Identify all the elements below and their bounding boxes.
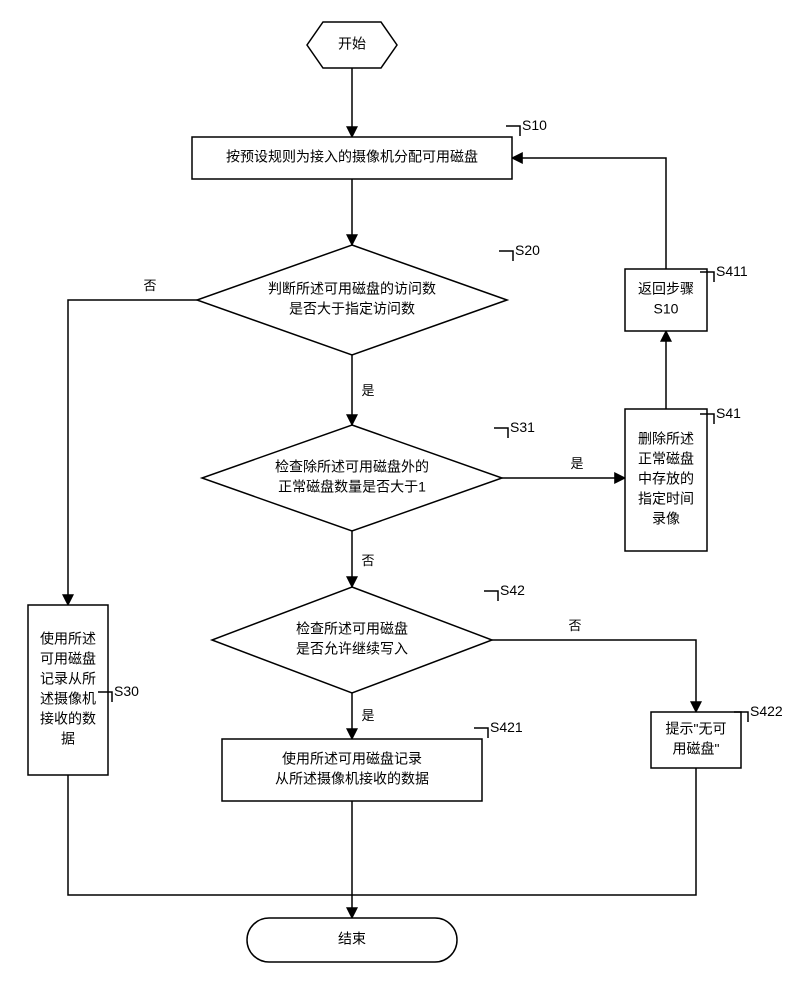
node-s422: 提示"无可用磁盘" S422 — [651, 703, 783, 768]
node-label: 删除所述 — [638, 431, 694, 447]
node-start: 开始 — [307, 22, 397, 68]
flowchart-svg: 是否是否是否开始按预设规则为接入的摄像机分配可用磁盘S10判断所述可用磁盘的访问… — [0, 0, 802, 1000]
node-label: 指定时间 — [638, 491, 694, 507]
step-label-s421: S421 — [490, 719, 523, 735]
node-s30: 使用所述可用磁盘记录从所述摄像机接收的数据 S30 — [28, 605, 139, 775]
node-label: 检查所述可用磁盘 — [296, 621, 408, 637]
edge-label: 是 — [361, 383, 374, 398]
node-s10: 按预设规则为接入的摄像机分配可用磁盘 S10 — [192, 117, 547, 179]
node-label: 中存放的 — [638, 471, 694, 487]
node-label: 使用所述 — [40, 631, 96, 647]
edge-label: 是 — [361, 708, 374, 723]
node-label: 检查除所述可用磁盘外的 — [275, 459, 429, 475]
node-label: 接收的数 — [40, 711, 96, 727]
node-s42: 检查所述可用磁盘是否允许继续写入 S42 — [212, 582, 525, 693]
edge — [68, 300, 197, 605]
node-label: 开始 — [338, 36, 366, 52]
node-label: 是否大于指定访问数 — [289, 301, 415, 317]
node-label: 返回步骤 — [638, 281, 694, 297]
node-s411: 返回步骤 S10 S411 — [625, 263, 748, 331]
node-label: 正常磁盘 — [638, 451, 694, 467]
node-label: 记录从所 — [40, 671, 96, 687]
node-label: 据 — [61, 731, 75, 747]
node-label: 正常磁盘数量是否大于1 — [278, 479, 426, 495]
node-s20: 判断所述可用磁盘的访问数是否大于指定访问数 S20 — [197, 242, 540, 355]
node-label: S10 — [654, 301, 679, 317]
node-label: 按预设规则为接入的摄像机分配可用磁盘 — [226, 149, 478, 165]
nodes: 开始按预设规则为接入的摄像机分配可用磁盘 S10 判断所述可用磁盘的访问数是否大于指… — [28, 22, 783, 962]
edge-label: 否 — [143, 278, 156, 293]
step-label-s20: S20 — [515, 242, 540, 258]
node-label: 用磁盘" — [673, 741, 720, 757]
node-label: 述摄像机 — [40, 691, 96, 707]
edge-label: 否 — [568, 618, 581, 633]
edge-label: 是 — [570, 456, 583, 471]
step-label-s422: S422 — [750, 703, 783, 719]
step-label-s411: S411 — [716, 263, 748, 279]
node-label: 从所述摄像机接收的数据 — [275, 771, 429, 787]
node-label: 结束 — [338, 931, 366, 947]
step-label-s31: S31 — [510, 419, 535, 435]
step-label-s10: S10 — [522, 117, 547, 133]
node-label: 是否允许继续写入 — [296, 641, 408, 657]
node-s421: 使用所述可用磁盘记录从所述摄像机接收的数据 S421 — [222, 719, 523, 801]
node-label: 可用磁盘 — [40, 651, 96, 667]
edge — [492, 640, 696, 712]
node-s31: 检查除所述可用磁盘外的正常磁盘数量是否大于1 S31 — [202, 419, 535, 531]
edge-label: 否 — [361, 553, 374, 568]
node-label: 录像 — [652, 511, 680, 527]
step-label-s30: S30 — [114, 683, 139, 699]
node-s41: 删除所述正常磁盘中存放的指定时间录像 S41 — [625, 405, 741, 551]
node-label: 判断所述可用磁盘的访问数 — [268, 281, 436, 297]
node-end: 结束 — [247, 918, 457, 962]
node-label: 使用所述可用磁盘记录 — [282, 751, 422, 767]
step-label-s41: S41 — [716, 405, 741, 421]
node-label: 提示"无可 — [666, 721, 727, 737]
step-label-s42: S42 — [500, 582, 525, 598]
